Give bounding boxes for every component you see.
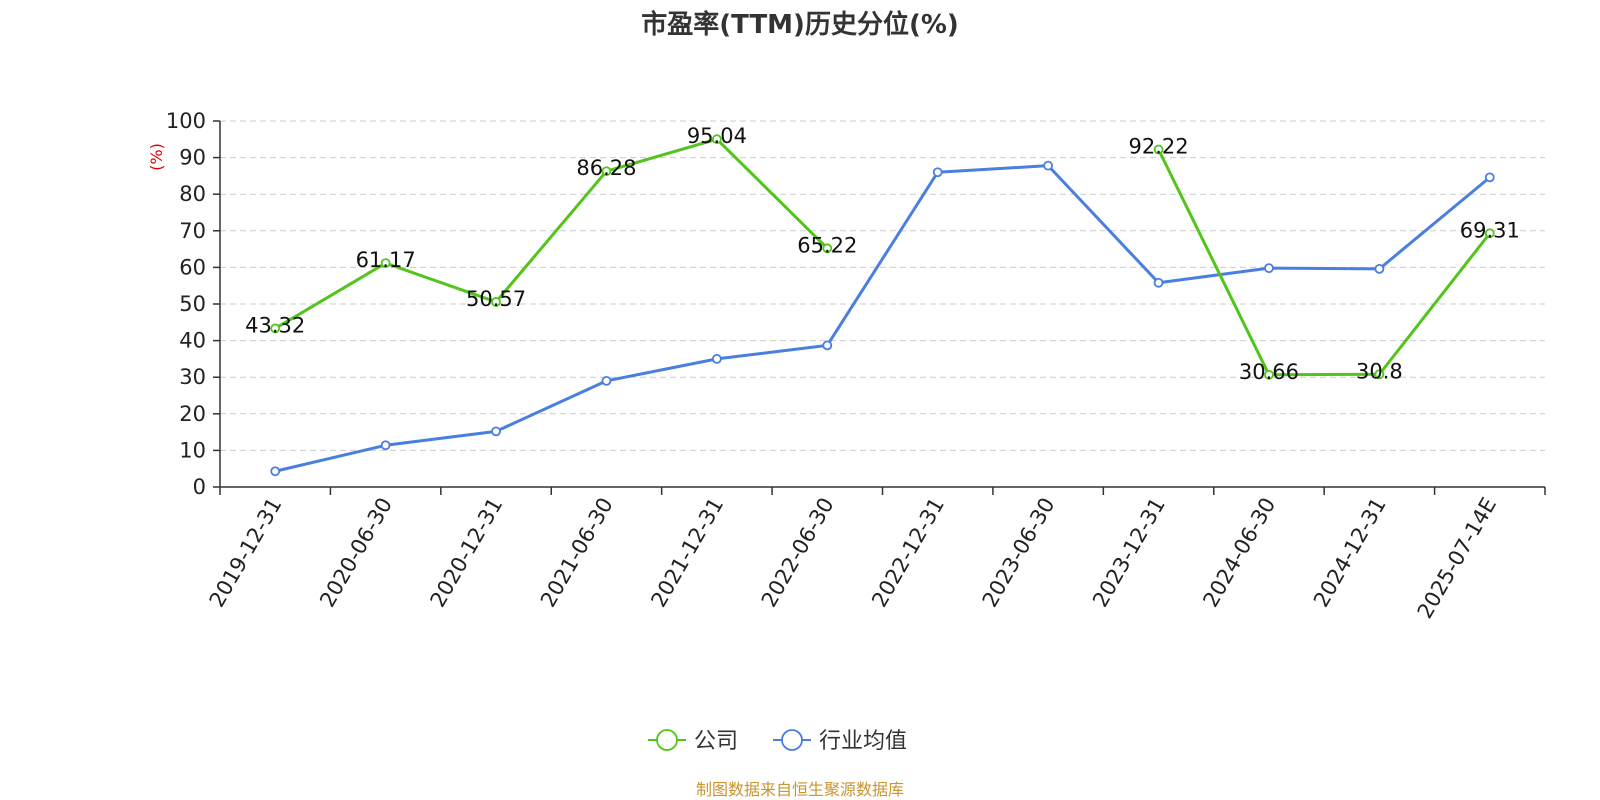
data-point: [1374, 263, 1385, 274]
data-label: 69.31: [1460, 218, 1520, 242]
legend-marker: [656, 729, 678, 751]
data-point: [491, 297, 501, 307]
series-line: [274, 164, 1491, 473]
y-axis-label: (%): [147, 143, 166, 171]
chart-title: 市盈率(TTM)历史分位(%): [641, 9, 959, 40]
x-tick-label: 2020-12-31: [426, 494, 508, 612]
data-point: [270, 466, 281, 477]
data-label: 95.04: [687, 124, 747, 148]
data-point: [380, 258, 391, 269]
data-point: [601, 375, 612, 386]
y-axis-ticks: 0 10 20 30 40 50 60 70 80 90 100: [166, 109, 220, 499]
data-point: [270, 323, 281, 334]
y-tick-label: 70: [179, 219, 206, 243]
y-tick-label: 0: [193, 475, 206, 499]
x-tick-label: 2021-12-31: [646, 494, 728, 612]
legend-label: 公司: [694, 729, 738, 754]
y-tick-label: 100: [166, 109, 206, 133]
x-tick-label: 2019-12-31: [205, 494, 287, 612]
x-tick-label: 2020-06-30: [315, 494, 397, 612]
y-tick-label: 40: [179, 329, 206, 353]
x-tick-label: 2023-12-31: [1088, 494, 1170, 612]
legend-item-company[interactable]: 公司: [648, 729, 738, 754]
data-point: [1153, 277, 1164, 288]
data-label: 50.57: [466, 287, 526, 311]
series-industry-average: [270, 160, 1495, 477]
data-label: 43.32: [245, 313, 305, 337]
gridlines: [220, 120, 1545, 451]
data-point: [1264, 369, 1274, 380]
data-label: 30.66: [1239, 360, 1299, 384]
data-point: [1374, 369, 1385, 380]
data-point: [1484, 172, 1495, 183]
y-tick-label: 60: [179, 255, 206, 279]
data-point: [1153, 144, 1164, 155]
data-labels: 43.32 61.17 50.57 86.28 95.04 65.22 92.22 30.66…: [245, 124, 1520, 384]
data-point: [491, 426, 501, 437]
y-tick-label: 90: [179, 146, 206, 170]
legend-marker: [781, 729, 803, 751]
x-tick-label: 2022-12-31: [867, 494, 949, 612]
data-point: [1043, 160, 1054, 171]
series-line: [274, 137, 829, 330]
data-point: [711, 134, 722, 145]
y-tick-label: 50: [179, 292, 206, 316]
data-point: [822, 243, 833, 254]
data-point: [380, 440, 391, 451]
series-company: [270, 134, 1495, 380]
data-point: [1484, 228, 1495, 239]
series-layer: [270, 134, 1495, 477]
data-point: [1264, 263, 1274, 274]
y-tick-label: 10: [179, 438, 206, 462]
legend-label: 行业均值: [819, 729, 907, 754]
x-tick-label: 2024-06-30: [1198, 494, 1280, 612]
data-point: [601, 166, 612, 177]
data-label: 61.17: [356, 248, 416, 272]
data-label: 86.28: [576, 156, 636, 180]
legend: 公司 行业均值: [648, 729, 907, 754]
x-tick-label: 2021-06-30: [536, 494, 618, 612]
data-label: 65.22: [797, 233, 857, 257]
data-point: [711, 353, 722, 364]
data-label: 30.8: [1356, 359, 1403, 383]
legend-item-industry-average[interactable]: 行业均值: [773, 729, 907, 754]
data-label: 92.22: [1128, 134, 1188, 158]
x-tick-label: 2023-06-30: [978, 494, 1060, 612]
source-note: 制图数据来自恒生聚源数据库: [696, 780, 904, 799]
x-axis-ticks: 2019-12-31 2020-06-30 2020-12-31 2021-06-30…: [205, 487, 1546, 623]
data-point: [932, 167, 943, 178]
x-tick-label: 2025-07-14E: [1413, 494, 1501, 623]
y-tick-label: 30: [179, 365, 206, 389]
y-tick-label: 20: [179, 402, 206, 426]
x-tick-label: 2022-06-30: [757, 494, 839, 612]
data-point: [822, 340, 833, 351]
x-tick-label: 2024-12-31: [1309, 494, 1391, 612]
y-tick-label: 80: [179, 182, 206, 206]
series-line: [1157, 148, 1491, 377]
